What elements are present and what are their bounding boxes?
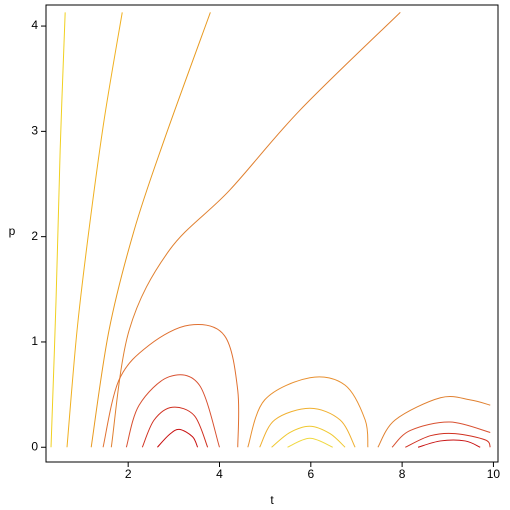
contour-line [391, 421, 491, 448]
contour-line [141, 406, 209, 448]
contour-line [66, 12, 123, 448]
y-axis-label: p [9, 224, 16, 238]
contour-line [50, 12, 66, 448]
y-tick-label: 3 [31, 124, 38, 138]
contour-line [405, 432, 491, 448]
contour-line [417, 439, 481, 448]
x-tick-label: 10 [487, 467, 501, 481]
plot-frame [45, 4, 499, 463]
x-tick-label: 2 [125, 467, 132, 481]
contour-line [287, 437, 333, 448]
contour-line [271, 425, 346, 448]
contour-line [247, 376, 369, 448]
y-tick-label: 0 [31, 439, 38, 453]
x-tick-label: 6 [307, 467, 314, 481]
y-tick-label: 1 [31, 334, 38, 348]
contour-line [377, 396, 491, 448]
y-tick-label: 2 [31, 229, 38, 243]
x-tick-label: 4 [216, 467, 223, 481]
contour-line [102, 324, 240, 448]
contour-line [157, 428, 199, 448]
x-tick-label: 8 [399, 467, 406, 481]
contour-line [259, 407, 356, 448]
x-axis-label: t [270, 493, 274, 507]
contour-line [90, 12, 211, 448]
y-tick-label: 4 [31, 18, 38, 32]
contour-line [125, 374, 220, 448]
contour-line [110, 12, 401, 448]
